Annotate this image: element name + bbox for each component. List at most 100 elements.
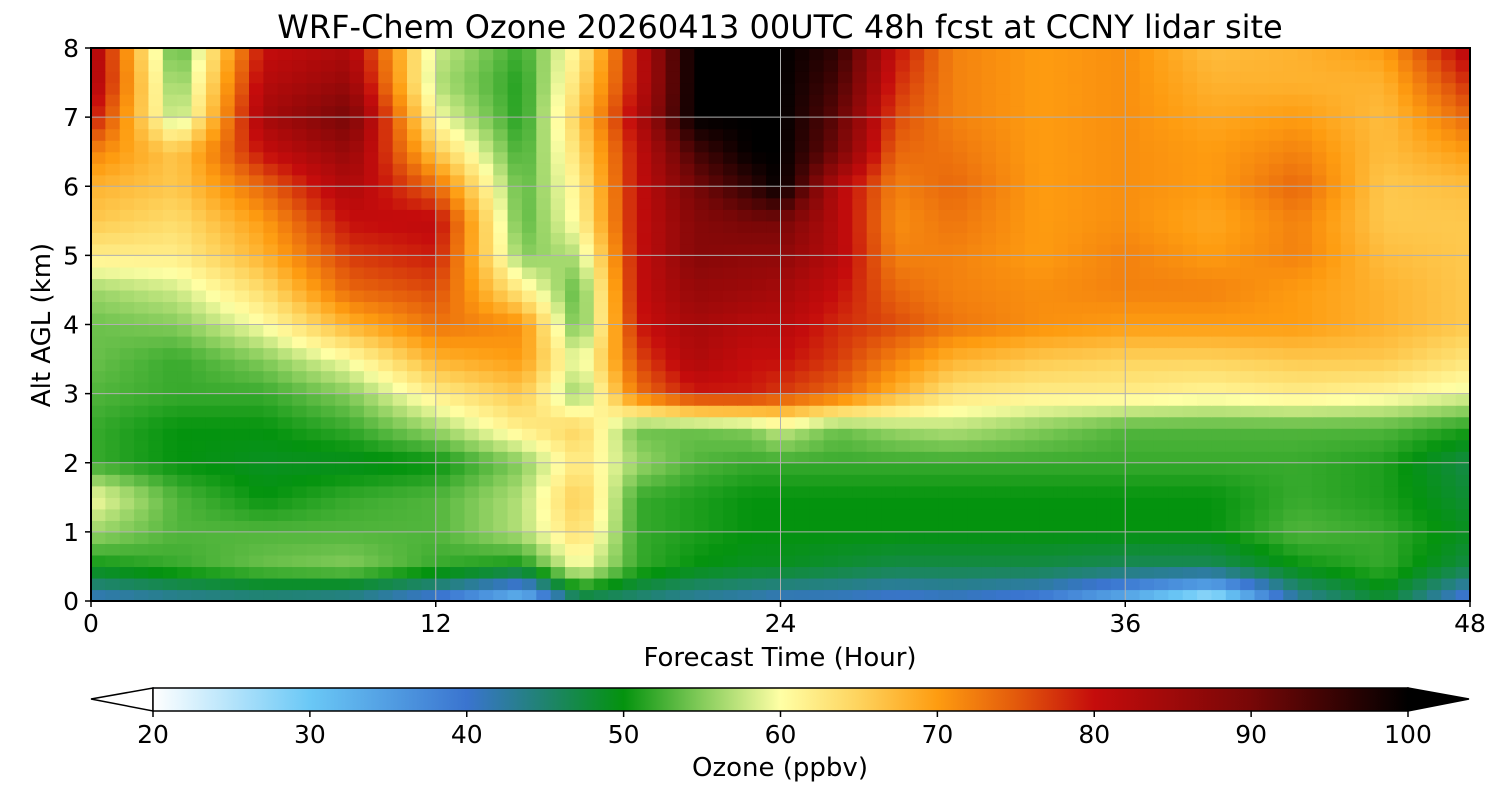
heatmap-cell <box>1240 255 1256 268</box>
heatmap-cell <box>1455 382 1470 395</box>
heatmap-cell <box>349 577 365 591</box>
heatmap-cell <box>1010 462 1026 475</box>
heatmap-cell <box>392 59 408 72</box>
heatmap-cell <box>1067 428 1083 441</box>
heatmap-cell <box>723 301 738 314</box>
heatmap-cell <box>320 197 336 210</box>
heatmap-cell <box>292 359 308 372</box>
heatmap-cell <box>1197 278 1213 291</box>
heatmap-cell <box>363 174 379 187</box>
heatmap-cell <box>651 312 667 326</box>
heatmap-cell <box>464 59 480 72</box>
heatmap-cell <box>938 324 954 337</box>
heatmap-cell <box>1326 439 1342 452</box>
heatmap-cell <box>924 140 940 153</box>
heatmap-cell <box>665 370 681 383</box>
heatmap-cell <box>234 370 250 383</box>
heatmap-cell <box>1096 485 1112 498</box>
heatmap-cell <box>909 82 925 95</box>
heatmap-cell <box>205 105 221 118</box>
heatmap-cell <box>766 439 782 452</box>
heatmap-cell <box>1211 451 1227 464</box>
heatmap-cell <box>249 497 264 510</box>
heatmap-cell <box>450 59 466 72</box>
heatmap-cell <box>1024 393 1040 406</box>
heatmap-cell <box>378 278 394 291</box>
heatmap-cell <box>1010 278 1026 291</box>
heatmap-cell <box>349 497 365 510</box>
heatmap-cell <box>579 428 595 441</box>
heatmap-cell <box>1153 186 1169 199</box>
heatmap-cell <box>1125 243 1141 256</box>
heatmap-cell <box>737 347 753 360</box>
heatmap-cell <box>723 197 738 210</box>
heatmap-cell <box>1441 301 1457 314</box>
heatmap-cell <box>507 566 523 579</box>
heatmap-cell <box>579 520 595 533</box>
heatmap-cell <box>1053 336 1069 349</box>
heatmap-cell <box>766 59 782 72</box>
heatmap-cell <box>837 428 853 441</box>
heatmap-cell <box>363 94 379 107</box>
heatmap-cell <box>464 508 480 521</box>
heatmap-cell <box>1355 71 1371 84</box>
heatmap-cell <box>1010 71 1026 84</box>
heatmap-cell <box>866 255 882 268</box>
heatmap-cell <box>1283 151 1299 164</box>
heatmap-cell <box>1398 393 1414 406</box>
heatmap-cell <box>579 151 595 164</box>
heatmap-cell <box>148 520 164 533</box>
heatmap-cell <box>392 508 408 521</box>
heatmap-cell <box>1024 508 1040 521</box>
heatmap-cell <box>679 416 695 429</box>
heatmap-cell <box>823 451 839 464</box>
heatmap-cell <box>1254 508 1270 521</box>
heatmap-cell <box>1053 163 1069 176</box>
heatmap-cell <box>234 474 250 487</box>
heatmap-cell <box>263 462 279 475</box>
heatmap-cell <box>967 48 983 61</box>
heatmap-cell <box>550 370 566 383</box>
heatmap-cell <box>205 174 221 187</box>
heatmap-cell <box>363 151 379 164</box>
heatmap-cell <box>1024 462 1040 475</box>
heatmap-cell <box>665 336 681 349</box>
heatmap-cell <box>1067 117 1083 130</box>
heatmap-cell <box>852 520 868 533</box>
heatmap-cell <box>866 312 882 326</box>
heatmap-cell <box>1311 151 1327 164</box>
heatmap-cell <box>866 151 882 164</box>
heatmap-cell <box>1067 151 1083 164</box>
heatmap-cell <box>837 128 853 141</box>
heatmap-cell <box>622 243 638 256</box>
heatmap-cell <box>220 589 236 601</box>
x-tick-label: 48 <box>1454 609 1486 638</box>
heatmap-cell <box>119 117 135 130</box>
heatmap-cell <box>1168 543 1184 556</box>
heatmap-cell <box>1369 197 1385 210</box>
heatmap-cell <box>1340 163 1356 176</box>
heatmap-cell <box>981 94 997 107</box>
heatmap-cell <box>521 312 537 326</box>
heatmap-cell <box>1197 243 1213 256</box>
heatmap-cell <box>852 405 868 418</box>
heatmap-cell <box>708 554 724 568</box>
heatmap-cell <box>1153 382 1169 395</box>
heatmap-cell <box>263 174 279 187</box>
heatmap-cell <box>967 554 983 568</box>
heatmap-cell <box>608 462 624 475</box>
heatmap-cell <box>234 416 250 429</box>
heatmap-cell <box>1268 163 1284 176</box>
heatmap-cell <box>995 301 1011 314</box>
heatmap-cell <box>162 174 178 187</box>
heatmap-cell <box>1225 497 1241 510</box>
heatmap-cell <box>277 48 293 61</box>
heatmap-cell <box>493 278 509 291</box>
heatmap-cell <box>507 554 523 568</box>
heatmap-cell <box>177 278 193 291</box>
heatmap-cell <box>1412 105 1428 118</box>
heatmap-cell <box>1383 393 1399 406</box>
heatmap-cell <box>1211 382 1227 395</box>
heatmap-cell <box>378 243 394 256</box>
heatmap-cell <box>507 301 523 314</box>
